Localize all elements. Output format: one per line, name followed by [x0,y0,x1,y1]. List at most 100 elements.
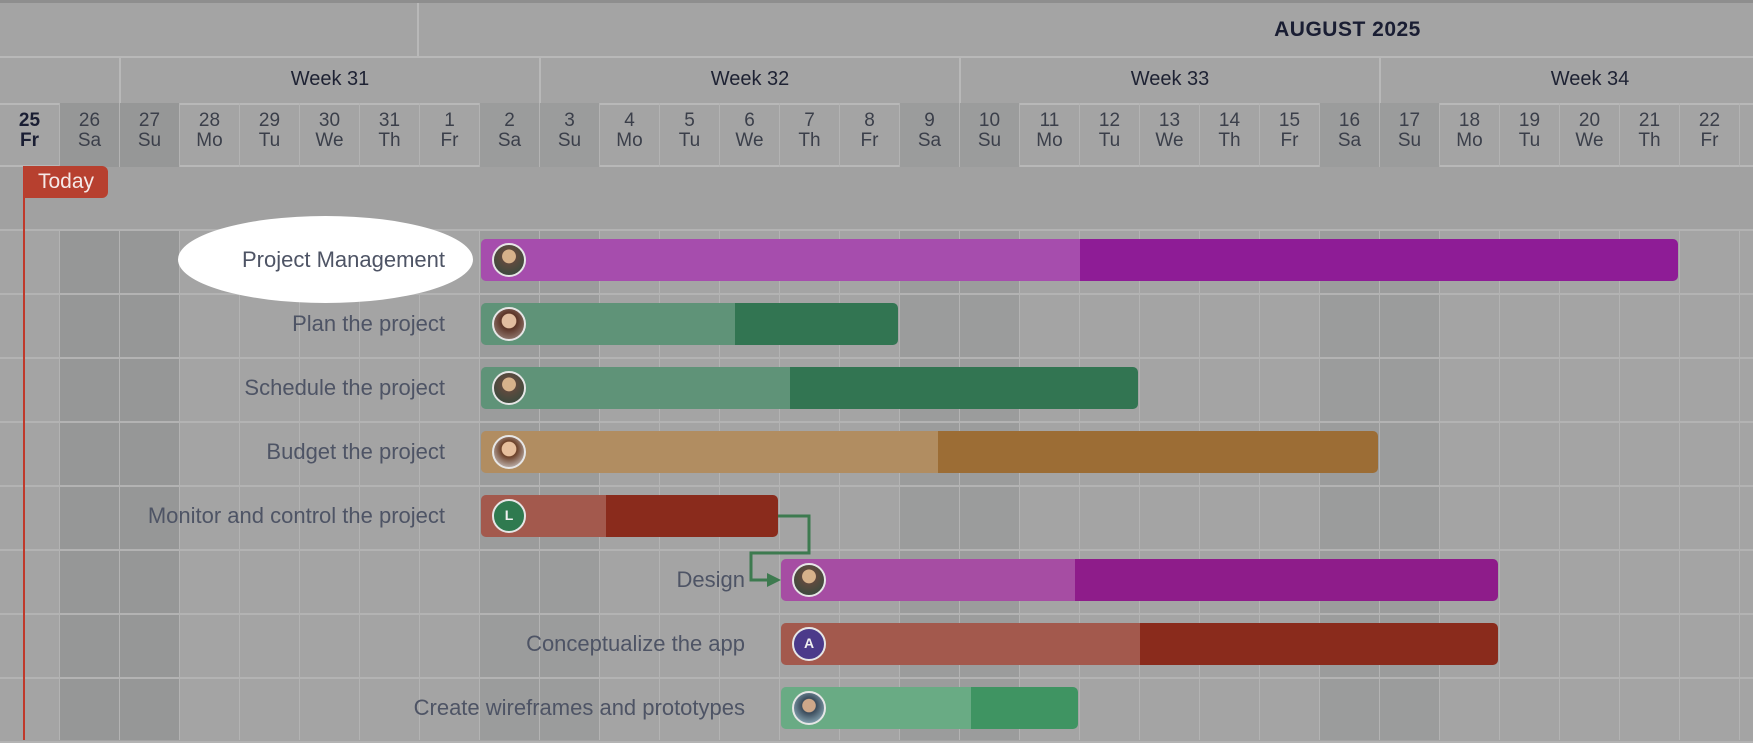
month-divider [417,3,419,56]
day-number: 29 [258,110,281,131]
today-badge[interactable]: Today [24,166,108,198]
week-label: Week 33 [1130,68,1210,90]
day-of-week: Th [1218,130,1241,151]
row-divider [0,485,1753,487]
day-label: 17 Su [1380,111,1439,151]
day-number: 15 [1278,110,1301,131]
day-label: 1 Fr [420,111,479,151]
day-number: 12 [1098,110,1121,131]
row-divider [0,229,1753,231]
day-of-week: Th [1638,130,1661,151]
task-label[interactable]: Monitor and control the project [147,503,445,528]
day-number: 17 [1398,110,1421,131]
top-border [0,0,1753,3]
day-of-week: We [735,130,764,151]
day-label: 27 Su [120,111,179,151]
row-divider [0,613,1753,615]
day-label: 6 We [720,111,779,151]
day-number: 10 [978,110,1001,131]
today-marker-line [23,166,25,740]
day-label: 16 Sa [1320,111,1379,151]
row-divider [0,741,1753,743]
row-divider [0,293,1753,295]
task-bar[interactable]: L [481,495,778,537]
day-number: 3 [564,110,575,131]
day-of-week: Mo [1456,130,1483,151]
week-divider [1379,56,1381,103]
task-label[interactable]: Schedule the project [244,375,445,400]
day-number: 1 [444,110,455,131]
day-label: 8 Fr [840,111,899,151]
day-of-week: Sa [77,130,102,151]
task-progress [781,623,1140,665]
task-label[interactable]: Create wireframes and prototypes [413,695,745,720]
day-number: 30 [318,110,341,131]
day-number: 6 [744,110,755,131]
task-label[interactable]: Conceptualize the app [526,631,745,656]
day-number: 16 [1338,110,1361,131]
month-header-row [0,3,1753,58]
assignee-avatar[interactable] [792,563,826,597]
day-label: 31 Th [360,111,419,151]
day-label: 30 We [300,111,359,151]
day-number: 27 [138,110,161,131]
assignee-avatar[interactable] [492,435,526,469]
task-progress [781,559,1075,601]
task-label-highlight [178,216,473,303]
day-of-week: We [1575,130,1604,151]
assignee-avatar[interactable] [492,307,526,341]
day-of-week: Mo [616,130,643,151]
day-of-week: Sa [917,130,942,151]
task-progress [481,367,790,409]
day-of-week: Su [1397,130,1422,151]
day-label: 28 Mo [180,111,239,151]
assignee-avatar[interactable] [492,243,526,277]
task-bar[interactable] [481,431,1378,473]
assignee-avatar[interactable] [492,371,526,405]
day-of-week: Fr [20,130,39,151]
task-bar[interactable]: A [781,623,1498,665]
day-label: 25 Fr [0,111,59,151]
task-bar[interactable] [781,559,1498,601]
day-number: 19 [1518,110,1541,131]
assignee-avatar[interactable]: L [492,499,526,533]
task-bar[interactable] [481,367,1138,409]
week-divider [539,56,541,103]
day-header-row [0,103,1753,167]
day-label: 20 We [1560,111,1619,151]
day-number: 22 [1698,110,1721,131]
assignee-avatar[interactable]: A [792,627,826,661]
week-label: Week 31 [290,68,370,90]
task-progress [481,239,1080,281]
day-label: 22 Fr [1680,111,1739,151]
task-bar[interactable] [481,303,898,345]
day-of-week: Th [378,130,401,151]
task-progress [481,431,939,473]
day-label: 3 Su [540,111,599,151]
day-label: 7 Th [780,111,839,151]
day-label: 2 Sa [480,111,539,151]
task-label[interactable]: Budget the project [266,439,445,464]
row-divider [0,549,1753,551]
task-bar[interactable] [481,239,1678,281]
assignee-avatar[interactable] [792,691,826,725]
day-of-week: Su [557,130,582,151]
day-label: 26 Sa [60,111,119,151]
day-number: 11 [1039,110,1060,131]
day-of-week: Su [137,130,162,151]
day-label: 19 Tu [1500,111,1559,151]
task-label[interactable]: Design [676,567,745,592]
day-label: 4 Mo [600,111,659,151]
task-bar[interactable] [781,687,1078,729]
day-of-week: Tu [678,130,701,151]
day-label: 5 Tu [660,111,719,151]
task-label[interactable]: Plan the project [292,311,445,336]
day-number: 9 [924,110,935,131]
day-label: 13 We [1140,111,1199,151]
day-label: 10 Su [960,111,1019,151]
day-of-week: Tu [1518,130,1541,151]
day-number: 13 [1158,110,1181,131]
week-label: Week 32 [710,68,790,90]
day-label: 18 Mo [1440,111,1499,151]
task-label[interactable]: Project Management [242,247,445,272]
